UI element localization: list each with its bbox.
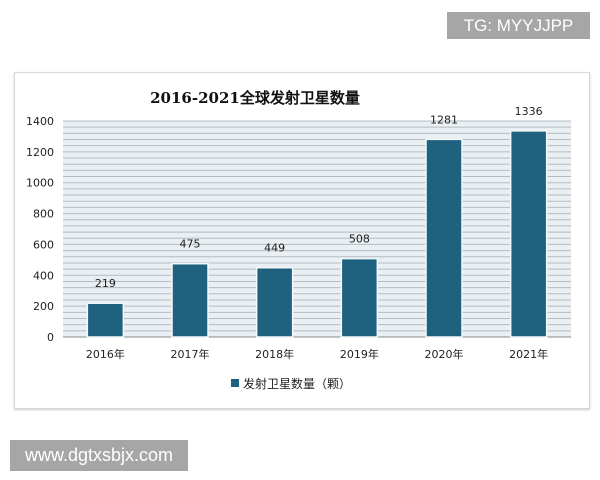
y-tick-label: 0 — [47, 331, 54, 344]
bar — [340, 257, 379, 338]
bar — [509, 130, 548, 338]
x-tick-label: 2020年 — [425, 347, 464, 361]
legend-swatch — [231, 379, 239, 387]
bar — [86, 302, 125, 338]
plot-area — [63, 121, 571, 337]
y-tick-label: 1200 — [26, 146, 54, 159]
x-tick-label: 2021年 — [509, 347, 548, 361]
data-label: 1281 — [430, 113, 458, 126]
y-tick-label: 400 — [33, 269, 54, 282]
x-tick-label: 2016年 — [86, 347, 125, 361]
data-label: 449 — [264, 242, 285, 255]
data-label: 508 — [349, 233, 370, 246]
legend-label: 发射卫星数量（颗） — [243, 376, 351, 391]
x-tick-label: 2018年 — [255, 347, 294, 361]
legend: 发射卫星数量（颗） — [231, 376, 351, 391]
bar — [425, 138, 463, 338]
data-label: 475 — [180, 238, 201, 251]
y-tick-label: 1000 — [26, 177, 54, 190]
y-tick-label: 800 — [33, 208, 54, 221]
bar — [171, 262, 209, 338]
bar — [255, 266, 294, 338]
watermark-top: TG: MYYJJPP — [447, 12, 590, 39]
y-tick-label: 600 — [33, 238, 54, 251]
x-tick-label: 2017年 — [171, 347, 210, 361]
watermark-bottom: www.dgtxsbjx.com — [10, 440, 188, 471]
y-tick-label: 1400 — [26, 115, 54, 128]
x-tick-label: 2019年 — [340, 347, 379, 361]
data-label: 1336 — [515, 105, 543, 118]
y-tick-label: 200 — [33, 300, 54, 313]
data-label: 219 — [95, 277, 116, 290]
chart-title: 2016-2021全球发射卫星数量 — [150, 89, 360, 107]
